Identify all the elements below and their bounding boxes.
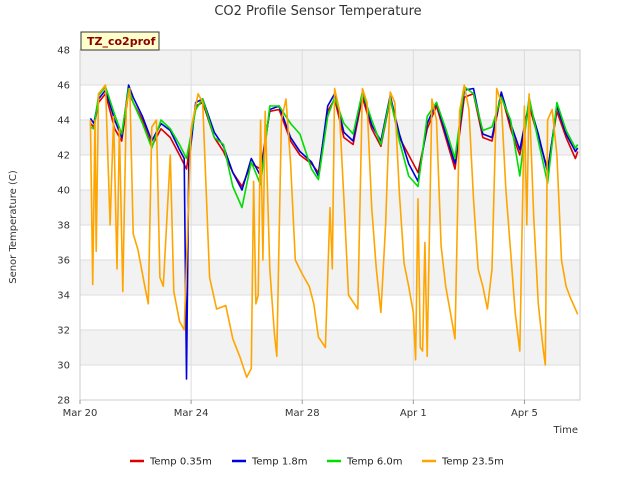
y-tick-label: 36 [57, 256, 70, 267]
y-tick-label: 38 [57, 221, 70, 232]
x-tick-label: Mar 28 [285, 408, 320, 419]
legend: Temp 0.35m Temp 1.8m Temp 6.0m Temp 23.5m [130, 457, 504, 468]
x-axis-label: Time [553, 425, 578, 436]
y-tick-label: 48 [57, 46, 70, 57]
y-tick-label: 34 [57, 291, 70, 302]
y-tick-label: 42 [57, 151, 70, 162]
plot-band [80, 260, 580, 295]
y-tick-label: 46 [57, 81, 70, 92]
x-axis-ticks: Mar 20 Mar 24 Mar 28 Apr 1 Apr 5 [63, 400, 538, 419]
x-tick-label: Mar 24 [174, 408, 209, 419]
site-label-text: TZ_co2prof [87, 35, 156, 48]
site-label-box: TZ_co2prof [80, 31, 160, 51]
plot-frame [79, 49, 581, 401]
plot-band [80, 155, 580, 190]
y-tick-label: 44 [57, 116, 70, 127]
series-line-3 [90, 86, 579, 209]
site-label-background [80, 31, 160, 51]
y-axis-label: Senor Temperature (C) [8, 170, 19, 284]
x-tick-label: Apr 1 [400, 408, 427, 419]
legend-label: Temp 6.0m [346, 457, 402, 468]
y-axis-ticks: 28 30 32 34 36 38 40 42 44 46 48 [57, 46, 70, 407]
x-tick-label: Apr 5 [511, 408, 538, 419]
y-tick-label: 32 [57, 326, 70, 337]
plot-background [80, 50, 580, 400]
x-tick-label: Mar 20 [63, 408, 98, 419]
legend-label: Temp 0.35m [149, 457, 212, 468]
plot-band [80, 50, 580, 85]
series-layer [89, 84, 579, 380]
series-line-4 [89, 84, 579, 379]
plot-band [80, 330, 580, 365]
chart-title: CO2 Profile Sensor Temperature [214, 4, 421, 19]
y-tick-label: 40 [57, 186, 70, 197]
y-tick-label: 30 [57, 361, 70, 372]
plot-band [80, 365, 580, 400]
y-tick-label: 28 [57, 396, 70, 407]
legend-label: Temp 1.8m [251, 457, 307, 468]
plot-band [80, 295, 580, 330]
legend-label: Temp 23.5m [441, 457, 504, 468]
